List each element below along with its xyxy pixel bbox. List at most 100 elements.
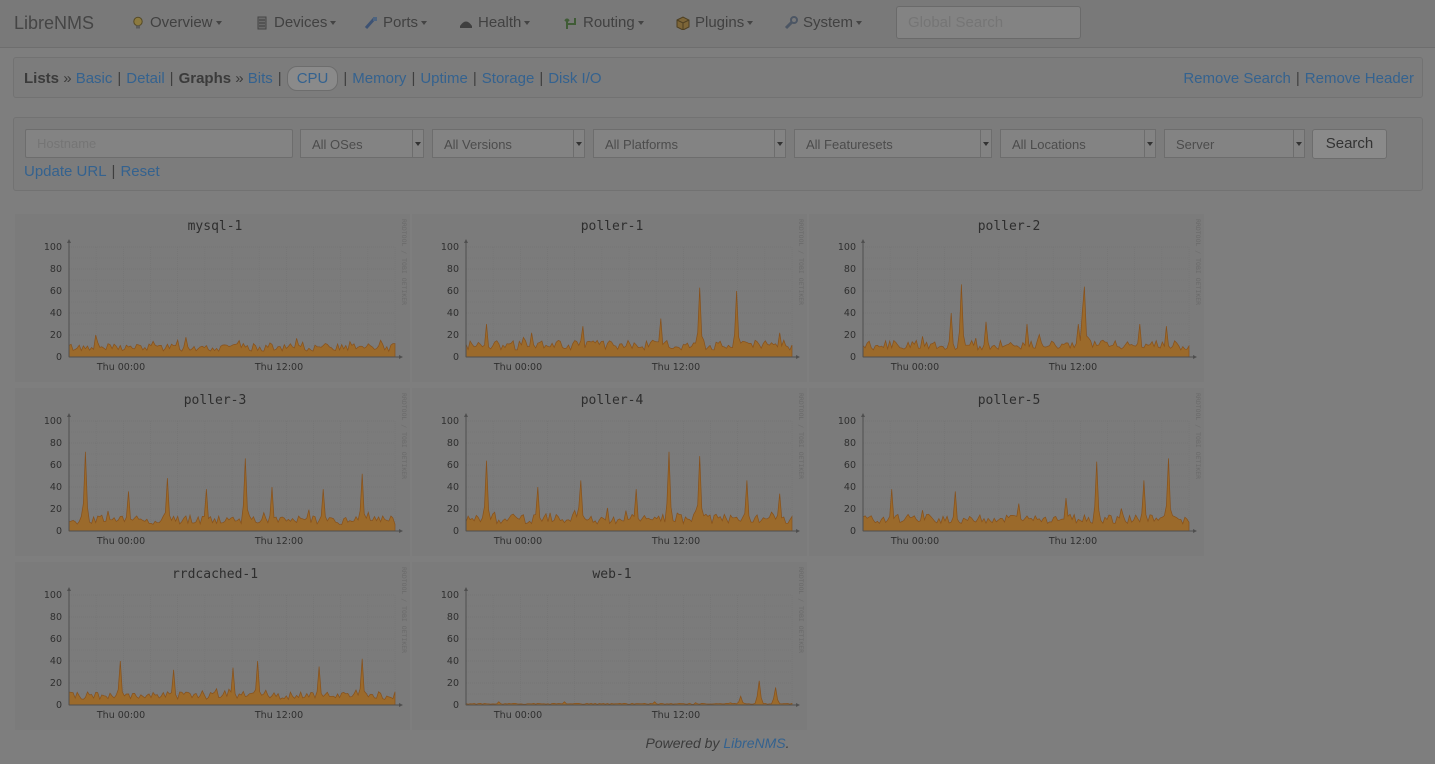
y-tick-label: 0 [850, 352, 856, 363]
global-search-input[interactable] [896, 6, 1081, 39]
brand-logo[interactable]: LibreNMS [14, 13, 95, 33]
chevron-down-icon [856, 20, 863, 25]
nav-routing[interactable]: Routing [564, 14, 644, 31]
graphs-label: Graphs [178, 70, 232, 87]
rrdtool-watermark: RRDTOOL / TOBI OETIKER [797, 393, 805, 479]
update-url-link[interactable]: Update URL [24, 163, 107, 180]
basic-link[interactable]: Basic [75, 70, 113, 87]
platform-select[interactable]: All Platforms [593, 129, 786, 158]
nav-ports-label: Ports [383, 14, 419, 31]
y-tick-label: 20 [50, 504, 62, 515]
cpu-graph[interactable]: mysql-1 0 20 40 60 80 100 Thu 00:00 Thu 12:00 RRD… [15, 214, 410, 382]
graph-title: poller-3 [183, 393, 247, 408]
y-tick-label: 100 [44, 590, 62, 601]
cpu-graph[interactable]: poller-4 0 20 40 60 80 100 Thu 00:00 Thu 12:00 RR… [412, 388, 807, 556]
version-select[interactable]: All Versions [432, 129, 585, 158]
nav-health[interactable]: Health [459, 14, 531, 31]
cpu-graph[interactable]: web-1 0 20 40 60 80 100 Thu 00:00 Thu 12:00 RRDTO… [412, 562, 807, 730]
bits-link[interactable]: Bits [247, 70, 273, 87]
type-select[interactable]: Server [1164, 129, 1305, 158]
location-select[interactable]: All Locations [1000, 129, 1156, 158]
y-axis-arrow-icon [464, 587, 468, 591]
graph-canvas: 0 20 40 60 80 100 Thu 00:00 Thu 12:00 RRDTOOL / … [44, 393, 408, 547]
nav-plugins-label: Plugins [695, 14, 745, 31]
y-tick-label: 0 [850, 526, 856, 537]
server-icon [257, 16, 267, 29]
graph-title: poller-2 [977, 219, 1041, 234]
uptime-link[interactable]: Uptime [420, 70, 468, 87]
pipe-separator: | [277, 70, 282, 87]
cpu-graph[interactable]: poller-5 0 20 40 60 80 100 Thu 00:00 Thu 12:00 RR… [809, 388, 1204, 556]
pipe-separator: | [539, 70, 544, 87]
nav-overview-label: Overview [150, 14, 213, 31]
chevron-down-icon [637, 20, 644, 25]
nav-system[interactable]: System [784, 14, 863, 31]
cpu-graph[interactable]: rrdcached-1 0 20 40 60 80 100 Thu 00:00 Thu 12:0… [15, 562, 410, 730]
y-axis-arrow-icon [861, 413, 865, 417]
dropdown-arrow-icon [777, 142, 783, 146]
type-select-value: Server [1176, 137, 1215, 152]
rrdtool-watermark: RRDTOOL / TOBI OETIKER [400, 567, 408, 653]
version-select-value: All Versions [444, 137, 512, 152]
y-tick-label: 100 [44, 242, 62, 253]
x-tick-label: Thu 00:00 [493, 362, 542, 373]
x-tick-label: Thu 00:00 [96, 536, 145, 547]
y-tick-label: 100 [838, 242, 856, 253]
filter-links: Update URL | Reset [24, 163, 160, 180]
disk-io-link[interactable]: Disk I/O [548, 70, 602, 87]
y-tick-label: 80 [50, 612, 62, 623]
memory-link[interactable]: Memory [352, 70, 407, 87]
rrdtool-watermark: RRDTOOL / TOBI OETIKER [400, 219, 408, 305]
featureset-select[interactable]: All Featuresets [794, 129, 992, 158]
nav-overview[interactable]: Overview [131, 14, 222, 31]
x-tick-label: Thu 00:00 [890, 536, 939, 547]
nav-plugins[interactable]: Plugins [676, 14, 754, 31]
remove-search-link[interactable]: Remove Search [1183, 70, 1291, 87]
nav-devices[interactable]: Devices [255, 14, 337, 31]
os-select[interactable]: All OSes [300, 129, 424, 158]
y-tick-label: 60 [447, 460, 459, 471]
hostname-input[interactable] [25, 129, 293, 158]
x-tick-label: Thu 00:00 [493, 536, 542, 547]
y-tick-label: 20 [447, 330, 459, 341]
devices-view-menu: Lists » Basic | Detail | Graphs » Bits | CPU | M… [13, 57, 1423, 98]
librenms-footer-link[interactable]: LibreNMS [723, 735, 786, 751]
cpu-graph[interactable]: poller-1 0 20 40 60 80 100 Thu 00:00 Thu 12:00 RR… [412, 214, 807, 382]
rrdtool-watermark: RRDTOOL / TOBI OETIKER [797, 567, 805, 653]
y-tick-label: 60 [844, 286, 856, 297]
x-axis-arrow-icon [796, 529, 800, 533]
x-axis-arrow-icon [796, 703, 800, 707]
y-tick-label: 100 [838, 416, 856, 427]
graph-canvas: 0 20 40 60 80 100 Thu 00:00 Thu 12:00 RRDTOOL / … [44, 219, 408, 373]
location-select-value: All Locations [1012, 137, 1086, 152]
dropdown-arrow-icon [1147, 142, 1153, 146]
top-navbar: LibreNMS Overview Devices Ports Health R… [0, 0, 1435, 48]
raquo-separator: » [63, 70, 72, 87]
footer: Powered by LibreNMS. [0, 735, 1435, 751]
y-tick-label: 60 [844, 460, 856, 471]
lightbulb-icon [133, 16, 143, 28]
y-tick-label: 40 [447, 656, 459, 667]
y-axis-arrow-icon [67, 239, 71, 243]
search-button[interactable]: Search [1312, 129, 1387, 159]
storage-link[interactable]: Storage [481, 70, 535, 87]
y-tick-label: 0 [56, 526, 62, 537]
reset-link[interactable]: Reset [120, 163, 160, 180]
nav-ports[interactable]: Ports [364, 14, 428, 31]
y-tick-label: 0 [453, 352, 459, 363]
x-tick-label: Thu 12:00 [254, 362, 303, 373]
x-tick-label: Thu 12:00 [651, 362, 700, 373]
cpu-graph[interactable]: poller-3 0 20 40 60 80 100 Thu 00:00 Thu 12:00 RR… [15, 388, 410, 556]
y-tick-label: 80 [844, 438, 856, 449]
cpu-link-selected[interactable]: CPU [286, 66, 339, 91]
remove-header-link[interactable]: Remove Header [1304, 70, 1414, 87]
dropdown-arrow-icon [576, 142, 582, 146]
rrdtool-watermark: RRDTOOL / TOBI OETIKER [797, 219, 805, 305]
lists-label: Lists [24, 70, 60, 87]
nav-devices-label: Devices [274, 14, 328, 31]
detail-link[interactable]: Detail [126, 70, 165, 87]
y-tick-label: 40 [50, 308, 62, 319]
y-tick-label: 80 [447, 612, 459, 623]
y-tick-label: 40 [447, 482, 459, 493]
cpu-graph[interactable]: poller-2 0 20 40 60 80 100 Thu 00:00 Thu 12:00 RR… [809, 214, 1204, 382]
